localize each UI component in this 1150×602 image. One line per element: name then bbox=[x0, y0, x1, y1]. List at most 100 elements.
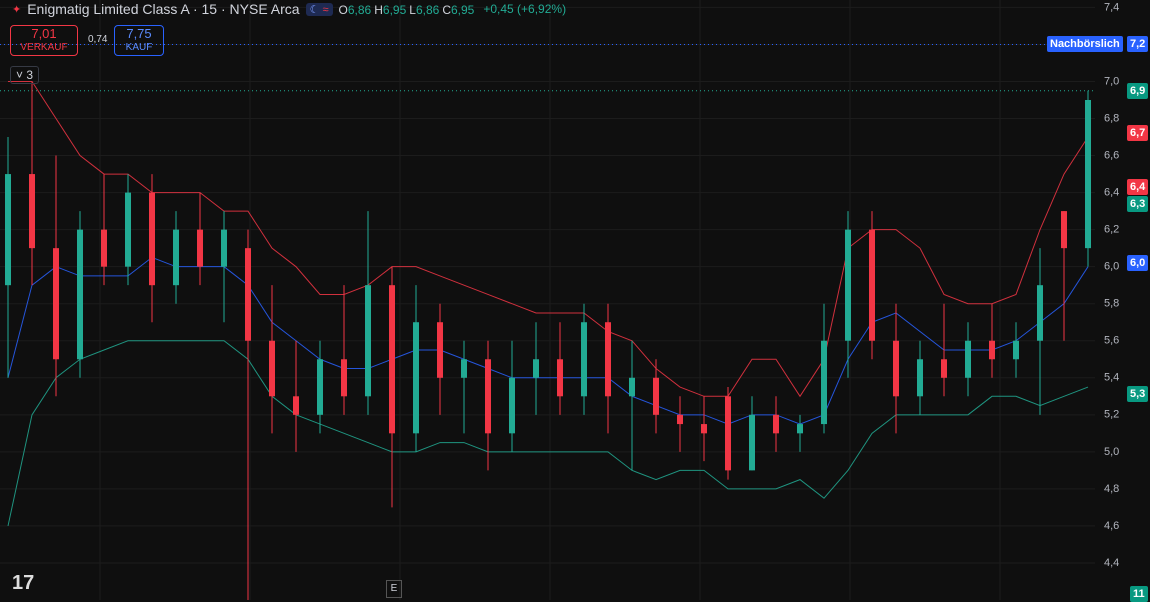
candle-body bbox=[293, 396, 299, 415]
y-tick-label: 4,8 bbox=[1104, 483, 1119, 495]
y-tick-label: 6,2 bbox=[1104, 224, 1119, 236]
y-tick-label: 4,6 bbox=[1104, 520, 1119, 532]
indicators-count: 3 bbox=[26, 68, 34, 82]
candle-body bbox=[893, 340, 899, 397]
candle-body bbox=[725, 396, 731, 471]
candle-body bbox=[269, 340, 275, 397]
band-line bbox=[8, 80, 1089, 398]
ohlc-key: L bbox=[409, 3, 416, 17]
buy-price: 7,75 bbox=[126, 26, 152, 41]
price-tag: 6,0 bbox=[1127, 254, 1149, 271]
candle-body bbox=[701, 424, 707, 434]
candle-body bbox=[965, 340, 971, 378]
candle-body bbox=[5, 174, 11, 286]
price-axis-bg bbox=[1095, 0, 1150, 600]
candle-body bbox=[149, 192, 155, 286]
band-line bbox=[7, 340, 1089, 527]
y-tick-label: 5,6 bbox=[1104, 335, 1119, 347]
candle-body bbox=[1037, 285, 1043, 341]
buy-label: KAUF bbox=[125, 42, 153, 53]
y-tick-label: 5,0 bbox=[1104, 446, 1119, 458]
candle-body bbox=[821, 340, 827, 425]
ohlc-value: 6,86 bbox=[415, 3, 440, 17]
y-tick-label: 7,4 bbox=[1104, 1, 1119, 13]
candle-body bbox=[653, 377, 659, 415]
candle-body bbox=[1013, 340, 1019, 360]
candle-body bbox=[53, 248, 59, 360]
logo-dot: ✦ bbox=[12, 3, 22, 16]
post-market-label: Nachbörslich bbox=[1047, 36, 1123, 53]
candle-body bbox=[1061, 211, 1067, 249]
ohlc-key: O bbox=[338, 3, 348, 17]
ohlc-key: H bbox=[374, 3, 383, 17]
event-marker[interactable]: E bbox=[386, 580, 402, 598]
candle-body bbox=[365, 285, 371, 397]
candle-body bbox=[485, 359, 491, 434]
candle-body bbox=[629, 377, 635, 397]
candle-body bbox=[773, 414, 779, 434]
y-tick-label: 5,4 bbox=[1104, 372, 1119, 384]
candle-body bbox=[77, 229, 83, 360]
y-tick-label: 4,4 bbox=[1104, 557, 1119, 569]
post-market-price: 7,2 bbox=[1127, 36, 1149, 53]
spread: 0,74 bbox=[88, 34, 108, 45]
candle-body bbox=[917, 359, 923, 397]
candle-body bbox=[197, 229, 203, 267]
y-tick-label: 6,4 bbox=[1104, 186, 1119, 198]
candle-body bbox=[797, 424, 803, 434]
candle-body bbox=[605, 322, 611, 397]
price-tag: 6,9 bbox=[1127, 82, 1149, 99]
ohlc: O6,86 H6,95 L6,86 C6,95 bbox=[339, 1, 478, 17]
sell-label: VERKAUF bbox=[20, 42, 68, 53]
sell-button[interactable]: 7,01 VERKAUF bbox=[10, 25, 78, 56]
candle-body bbox=[941, 359, 947, 378]
price-tag: 6,4 bbox=[1127, 179, 1149, 196]
candle-body bbox=[989, 340, 995, 360]
candle-body bbox=[317, 359, 323, 415]
y-tick-label: 5,2 bbox=[1104, 409, 1119, 421]
candle-body bbox=[437, 322, 443, 378]
price-tag: 6,7 bbox=[1127, 125, 1149, 142]
candle-body bbox=[245, 248, 251, 341]
candle-body bbox=[677, 414, 683, 425]
candle-body bbox=[533, 359, 539, 378]
candle-body bbox=[389, 285, 395, 434]
candle-body bbox=[869, 229, 875, 341]
ohlc-value: 6,95 bbox=[450, 3, 475, 17]
candle-body bbox=[749, 414, 755, 471]
candle-body bbox=[101, 229, 107, 267]
candle-body bbox=[557, 359, 563, 397]
candle-body bbox=[341, 359, 347, 397]
y-tick-label: 5,8 bbox=[1104, 298, 1119, 310]
ohlc-value: 6,86 bbox=[347, 3, 372, 17]
candle-body bbox=[173, 229, 179, 286]
ohlc-key: C bbox=[442, 3, 451, 17]
band-line bbox=[7, 256, 1089, 425]
candle-body bbox=[29, 174, 35, 249]
price-tag: 6,3 bbox=[1127, 195, 1149, 212]
price-tag: 5,3 bbox=[1127, 386, 1149, 403]
candle-body bbox=[125, 192, 131, 267]
sell-price: 7,01 bbox=[31, 26, 57, 41]
tv-logo: 17 bbox=[12, 572, 35, 594]
change: +0,45 (+6,92%) bbox=[483, 2, 567, 16]
candle-body bbox=[461, 359, 467, 378]
y-tick-label: 6,8 bbox=[1104, 112, 1119, 124]
y-tick-label: 7,0 bbox=[1104, 75, 1119, 87]
session-icon: ☾ ≈ bbox=[305, 2, 333, 16]
candle-body bbox=[845, 229, 851, 341]
indicators-toggle[interactable]: ˅ 3 bbox=[10, 66, 40, 84]
y-tick-label: 6,6 bbox=[1104, 149, 1119, 161]
candle-body bbox=[509, 377, 515, 434]
header: ✦ Enigmatig Limited Class A · 15 · NYSE … bbox=[12, 1, 569, 17]
volume-tag: 11 bbox=[1130, 586, 1148, 602]
candle-body bbox=[413, 322, 419, 434]
candle-body bbox=[221, 229, 227, 267]
candle-body bbox=[581, 322, 587, 397]
y-tick-label: 6,0 bbox=[1104, 261, 1119, 273]
buy-button[interactable]: 7,75 KAUF bbox=[114, 25, 164, 56]
candle-body bbox=[1085, 100, 1091, 249]
ohlc-value: 6,95 bbox=[382, 3, 407, 17]
symbol-title[interactable]: Enigmatig Limited Class A · 15 · NYSE Ar… bbox=[27, 1, 300, 17]
